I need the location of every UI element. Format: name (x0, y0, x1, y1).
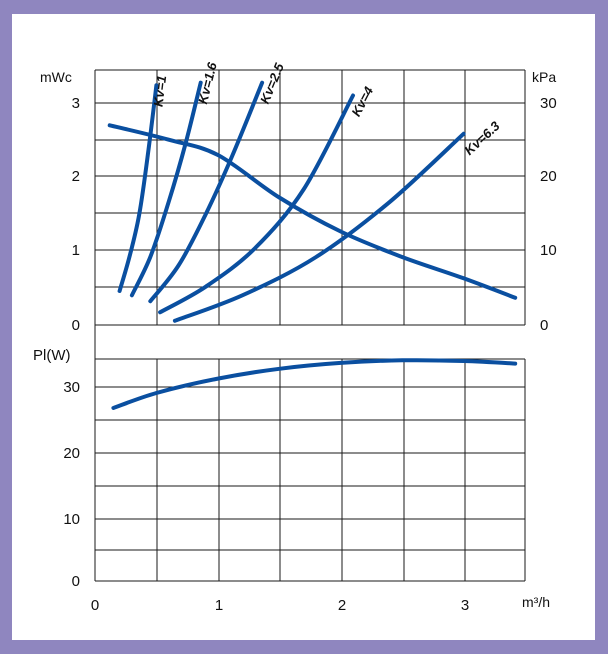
curve-kv-4 (158, 93, 355, 315)
curve-kv-6-3 (172, 131, 466, 323)
power-tick-label: 20 (63, 445, 80, 462)
chart-panel (12, 14, 595, 640)
right-axis-unit: kPa (532, 69, 556, 85)
power-tick-label: 0 (72, 573, 80, 590)
right-tick-label: 10 (540, 242, 557, 259)
curve-kv-1 (117, 83, 159, 293)
left-tick-label: 2 (72, 168, 80, 185)
power-tick-label: 30 (63, 379, 80, 396)
curve-layer (107, 80, 518, 410)
x-axis-unit: m³/h (522, 594, 550, 610)
power-tick-label: 10 (63, 511, 80, 528)
kv-label: Kv=1 (150, 75, 169, 108)
right-tick-label: 20 (540, 168, 557, 185)
curve-kv-1-6 (129, 80, 203, 298)
power-axis-unit: Pl(W) (33, 347, 71, 364)
x-tick-label: 0 (91, 597, 99, 614)
right-tick-label: 0 (540, 317, 548, 334)
left-tick-label: 1 (72, 242, 80, 259)
x-tick-label: 1 (215, 597, 223, 614)
x-tick-label: 3 (461, 597, 469, 614)
left-tick-label: 3 (72, 95, 80, 112)
x-tick-label: 2 (338, 597, 346, 614)
left-tick-label: 0 (72, 317, 80, 334)
grid-layer (94, 69, 526, 582)
left-axis-unit: mWc (40, 69, 72, 85)
power-curve (111, 358, 518, 410)
curve-kv-2-5 (148, 80, 265, 304)
system-curve (107, 123, 518, 300)
right-tick-label: 30 (540, 95, 557, 112)
